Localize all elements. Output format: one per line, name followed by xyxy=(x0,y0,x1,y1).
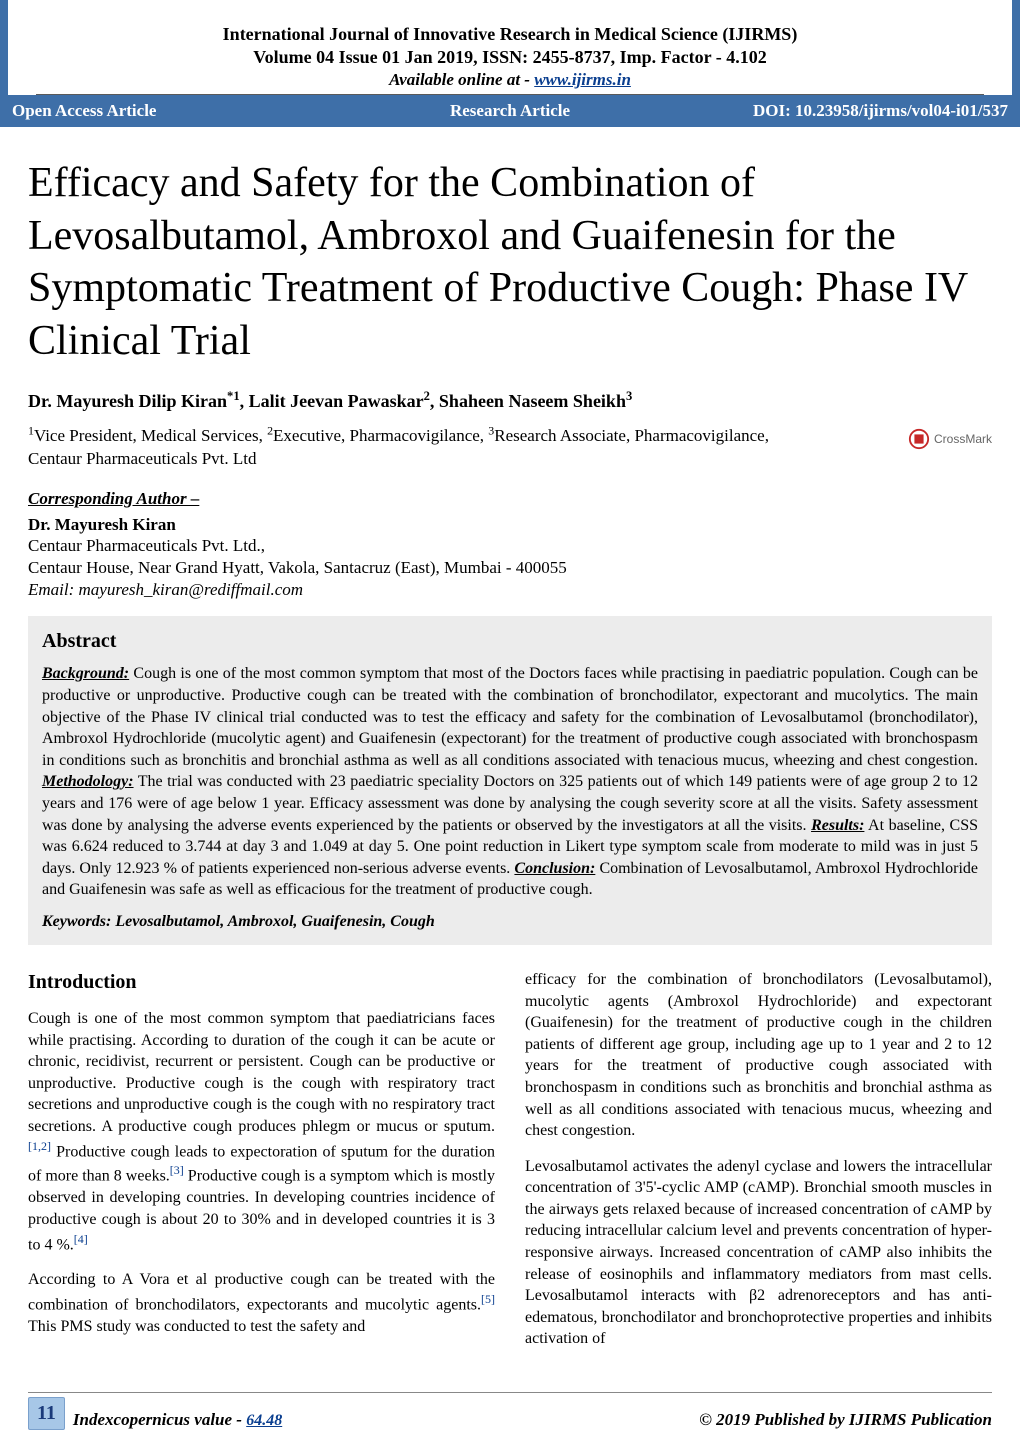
research-article-label: Research Article xyxy=(344,101,676,121)
crossmark-badge[interactable]: CrossMark xyxy=(908,428,992,450)
abstract-results-lead: Results: xyxy=(811,817,864,834)
copyright-line: © 2019 Published by IJIRMS Publication xyxy=(699,1410,992,1430)
abstract-box: Abstract Background: Cough is one of the… xyxy=(28,616,992,945)
introduction-heading: Introduction xyxy=(28,969,495,996)
open-access-label: Open Access Article xyxy=(12,101,344,121)
doi-label: DOI: 10.23958/ijirms/vol04-i01/537 xyxy=(676,101,1008,121)
intro-paragraph-1: Cough is one of the most common symptom … xyxy=(28,1008,495,1256)
crossmark-label: CrossMark xyxy=(934,432,992,446)
abstract-body: Background: Cough is one of the most com… xyxy=(42,663,978,901)
page-number: 11 xyxy=(28,1397,65,1430)
abstract-methodology-lead: Methodology: xyxy=(42,773,134,790)
abstract-background-text: Cough is one of the most common symptom … xyxy=(42,665,978,768)
available-prefix: Available online at - xyxy=(389,70,534,89)
affiliation-line-2: Centaur Pharmaceuticals Pvt. Ltd xyxy=(28,449,257,468)
right-paragraph-2: Levosalbutamol activates the adenyl cycl… xyxy=(525,1156,992,1350)
corresponding-author-address: Centaur House, Near Grand Hyatt, Vakola,… xyxy=(28,557,992,580)
authors-line: Dr. Mayuresh Dilip Kiran*1, Lalit Jeevan… xyxy=(28,389,992,412)
affiliation-line-1: 1Vice President, Medical Services, 2Exec… xyxy=(28,426,769,445)
two-column-body: Introduction Cough is one of the most co… xyxy=(28,969,992,1364)
citation-4[interactable]: [4] xyxy=(74,1232,88,1246)
available-online-line: Available online at - www.ijirms.in xyxy=(36,70,984,90)
page-footer: 11 Indexcopernicus value - 64.48 © 2019 … xyxy=(28,1392,992,1430)
citation-1-2[interactable]: [1,2] xyxy=(28,1139,51,1153)
corresponding-author-name: Dr. Mayuresh Kiran xyxy=(28,515,992,535)
right-column: efficacy for the combination of bronchod… xyxy=(525,969,992,1364)
abstract-background-lead: Background: xyxy=(42,665,129,682)
journal-header: International Journal of Innovative Rese… xyxy=(0,0,1020,95)
keywords-value: Levosalbutamol, Ambroxol, Guaifenesin, C… xyxy=(115,913,434,930)
journal-url-link[interactable]: www.ijirms.in xyxy=(534,70,631,89)
abstract-conclusion-lead: Conclusion: xyxy=(514,860,595,877)
intro-paragraph-2: According to A Vora et al productive cou… xyxy=(28,1269,495,1337)
volume-issue-line: Volume 04 Issue 01 Jan 2019, ISSN: 2455-… xyxy=(36,47,984,68)
crossmark-icon xyxy=(908,428,930,450)
corresponding-author-email: Email: mayuresh_kiran@rediffmail.com xyxy=(28,580,992,600)
article-title: Efficacy and Safety for the Combination … xyxy=(28,157,992,367)
journal-name: International Journal of Innovative Rese… xyxy=(36,24,984,45)
keywords-label: Keywords: xyxy=(42,913,115,930)
left-column: Introduction Cough is one of the most co… xyxy=(28,969,495,1364)
keywords-line: Keywords: Levosalbutamol, Ambroxol, Guai… xyxy=(42,913,978,931)
affiliations: 1Vice President, Medical Services, 2Exec… xyxy=(28,422,992,471)
indexcopernicus-value-link[interactable]: 64.48 xyxy=(246,1412,282,1429)
indexcopernicus-label: Indexcopernicus value - xyxy=(73,1410,246,1429)
right-paragraph-1: efficacy for the combination of bronchod… xyxy=(525,969,992,1142)
citation-3[interactable]: [3] xyxy=(170,1163,184,1177)
citation-5[interactable]: [5] xyxy=(481,1292,495,1306)
corresponding-author-label: Corresponding Author – xyxy=(28,489,992,509)
abstract-heading: Abstract xyxy=(42,630,978,653)
corresponding-author-org: Centaur Pharmaceuticals Pvt. Ltd., xyxy=(28,535,992,558)
article-type-banner: Open Access Article Research Article DOI… xyxy=(0,95,1020,127)
